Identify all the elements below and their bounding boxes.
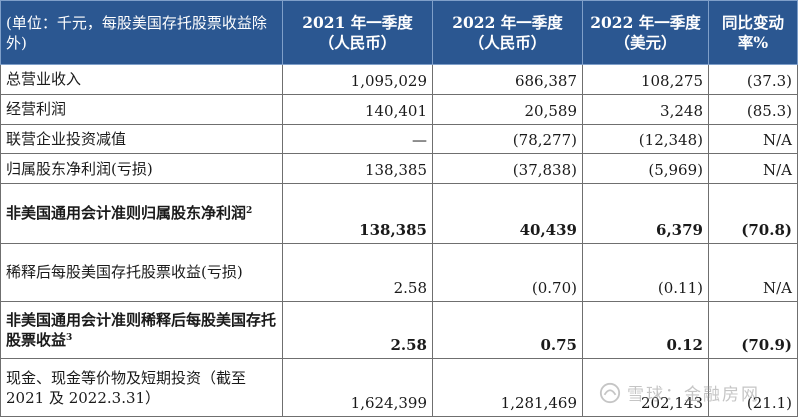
table-row: 稀释后每股美国存托股票收益(亏损) 2.58 (0.70) (0.11) N/A [0,242,798,303]
header-2022q1-usd: 2022 年一季度（美元） [582,0,709,65]
cell-value: 3,248 [582,93,709,125]
row-label-text: 非美国通用会计准则稀释后每股美国存托股票收益 [6,311,277,350]
header-unit-note: (单位：千元，每股美国存托股票收益除外) [0,0,283,65]
table-header: (单位：千元，每股美国存托股票收益除外) 2021 年一季度（人民币） 2022… [0,0,798,65]
cell-value: 138,385 [282,153,433,184]
table-body: 总营业收入 1,095,029 686,387 108,275 (37.3) 经… [0,64,798,417]
table-row: 非美国通用会计准则稀释后每股美国存托股票收益3 2.58 0.75 0.12 (… [0,300,798,360]
footnote-marker: 3 [66,333,73,344]
cell-value: 202,143 [582,358,709,417]
table-row: 经营利润 140,401 20,589 3,248 (85.3) [0,93,798,125]
header-yoy-change: 同比变动率% [708,0,798,65]
cell-value: 0.75 [432,300,583,360]
cell-value: 138,385 [282,183,433,244]
cell-value: 0.12 [582,300,709,360]
cell-value: (21.1) [708,358,798,417]
row-label: 联营企业投资减值 [0,123,283,155]
row-label: 稀释后每股美国存托股票收益(亏损) [0,242,283,303]
row-label: 现金、现金等价物及短期投资（截至 2021 及 2022.3.31） [0,358,283,417]
cell-value: — [282,123,433,155]
header-2022q1-rmb: 2022 年一季度（人民币） [432,0,583,65]
row-label: 非美国通用会计准则归属股东净利润2 [0,183,283,244]
row-label: 非美国通用会计准则稀释后每股美国存托股票收益3 [0,300,283,360]
cell-value: 2.58 [282,300,433,360]
cell-value: 108,275 [582,64,709,95]
row-label: 经营利润 [0,93,283,125]
cell-value: 1,281,469 [432,358,583,417]
cell-value: (85.3) [708,93,798,125]
row-label: 总营业收入 [0,64,283,95]
cell-value: N/A [708,242,798,303]
table-row: 非美国通用会计准则归属股东净利润2 138,385 40,439 6,379 (… [0,183,798,244]
cell-value: 2.58 [282,242,433,303]
table-row: 总营业收入 1,095,029 686,387 108,275 (37.3) [0,64,798,95]
cell-value: (78,277) [432,123,583,155]
table-row: 现金、现金等价物及短期投资（截至 2021 及 2022.3.31） 1,624… [0,358,798,417]
cell-value: 1,095,029 [282,64,433,95]
cell-value: (0.70) [432,242,583,303]
cell-value: 20,589 [432,93,583,125]
cell-value: 1,624,399 [282,358,433,417]
cell-value: (5,969) [582,153,709,184]
cell-value: (37.3) [708,64,798,95]
cell-value: N/A [708,123,798,155]
cell-value: N/A [708,153,798,184]
cell-value: 140,401 [282,93,433,125]
table-row: 联营企业投资减值 — (78,277) (12,348) N/A [0,123,798,155]
header-row: (单位：千元，每股美国存托股票收益除外) 2021 年一季度（人民币） 2022… [0,0,798,65]
cell-value: 6,379 [582,183,709,244]
cell-value: (70.8) [708,183,798,244]
cell-value: (12,348) [582,123,709,155]
cell-value: 40,439 [432,183,583,244]
cell-value: 686,387 [432,64,583,95]
cell-value: (0.11) [582,242,709,303]
cell-value: (37,838) [432,153,583,184]
header-2021q1-rmb: 2021 年一季度（人民币） [282,0,433,65]
footnote-marker: 2 [246,206,253,217]
cell-value: (70.9) [708,300,798,360]
table-row: 归属股东净利润(亏损) 138,385 (37,838) (5,969) N/A [0,153,798,184]
row-label-text: 非美国通用会计准则归属股东净利润 [6,204,247,223]
row-label: 归属股东净利润(亏损) [0,153,283,184]
